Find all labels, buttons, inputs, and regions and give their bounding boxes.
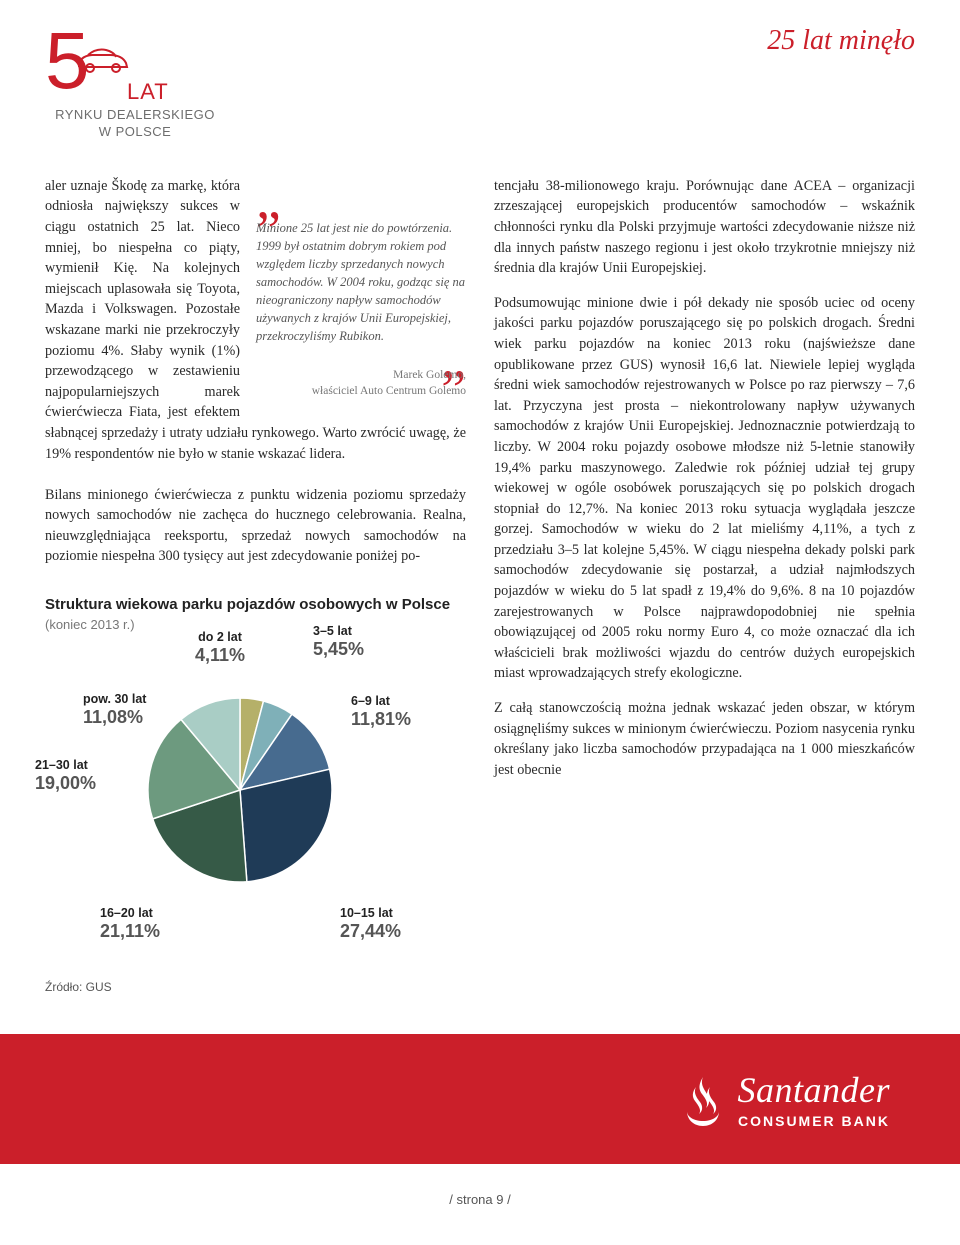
chart-label: 6–9 lat11,81% xyxy=(351,694,411,731)
pie-svg xyxy=(140,690,340,890)
logo-lat: LAT xyxy=(127,79,225,105)
chart-subtitle: (koniec 2013 r.) xyxy=(45,617,466,632)
right-column: tencjału 38-milionowego kraju. Porównują… xyxy=(494,176,915,995)
para-left-2: Bilans minionego ćwierćwiecza z punktu w… xyxy=(45,487,466,565)
para-right-3: Z całą stanowczością można jednak wskaza… xyxy=(494,698,915,780)
pie-chart: do 2 lat4,11%3–5 lat5,45%6–9 lat11,81%10… xyxy=(45,642,425,972)
logo-subtitle: RYNKU DEALERSKIEGO W POLSCE xyxy=(45,107,225,141)
pie-slice xyxy=(240,770,332,883)
chart-title: Struktura wiekowa parku pojazdów osobowy… xyxy=(45,595,466,615)
chart-label: 10–15 lat27,44% xyxy=(340,906,401,943)
quote-open-icon: „ xyxy=(256,192,466,209)
chart-label: 3–5 lat5,45% xyxy=(313,624,364,661)
sponsor-banner: Santander CONSUMER BANK xyxy=(0,1034,960,1164)
chart-label: 21–30 lat19,00% xyxy=(35,758,96,795)
brand-sub: CONSUMER BANK xyxy=(738,1113,891,1129)
page-number: / strona 9 / xyxy=(0,1192,960,1219)
pie-chart-section: Struktura wiekowa parku pojazdów osobowy… xyxy=(45,595,466,994)
article-title: 25 lat minęło xyxy=(767,25,915,57)
para-right-1: tencjału 38-milionowego kraju. Porównują… xyxy=(494,176,915,279)
car-icon xyxy=(76,47,130,75)
page-header: 5 LAT RYNKU DEALERSKIEGO W POLSCE 25 lat… xyxy=(45,25,915,141)
page: 5 LAT RYNKU DEALERSKIEGO W POLSCE 25 lat… xyxy=(0,0,960,994)
content-columns: „ Minione 25 lat jest nie do powtórzenia… xyxy=(45,176,915,995)
chart-label: pow. 30 lat11,08% xyxy=(83,692,146,729)
chart-label: 16–20 lat21,11% xyxy=(100,906,160,943)
anniversary-logo: 5 LAT RYNKU DEALERSKIEGO W POLSCE xyxy=(45,25,225,141)
brand-name: Santander xyxy=(738,1069,891,1111)
quote-attribution: Marek Golemo, właściciel Auto Centrum Go… xyxy=(256,368,466,399)
chart-source: Źródło: GUS xyxy=(45,980,466,994)
quote-text: Minione 25 lat jest nie do powtórzenia. … xyxy=(256,219,466,346)
chart-label: do 2 lat4,11% xyxy=(195,630,245,667)
left-column: „ Minione 25 lat jest nie do powtórzenia… xyxy=(45,176,466,995)
pull-quote: „ Minione 25 lat jest nie do powtórzenia… xyxy=(256,180,466,408)
para-right-2: Podsumowując minione dwie i pół dekady n… xyxy=(494,293,915,684)
flame-icon xyxy=(680,1073,726,1129)
santander-logo: Santander CONSUMER BANK xyxy=(680,1069,891,1129)
quote-close-icon: „ xyxy=(441,351,466,368)
left-body-text: „ Minione 25 lat jest nie do powtórzenia… xyxy=(45,176,466,567)
